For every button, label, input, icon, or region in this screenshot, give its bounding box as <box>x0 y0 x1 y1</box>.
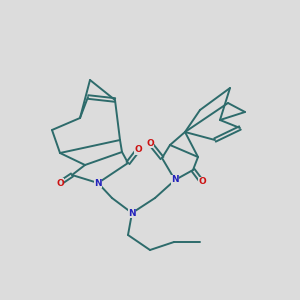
Text: O: O <box>134 146 142 154</box>
Text: N: N <box>128 208 136 217</box>
Text: O: O <box>146 139 154 148</box>
Text: N: N <box>171 176 179 184</box>
Text: N: N <box>94 178 102 188</box>
Text: O: O <box>56 178 64 188</box>
Text: O: O <box>198 178 206 187</box>
